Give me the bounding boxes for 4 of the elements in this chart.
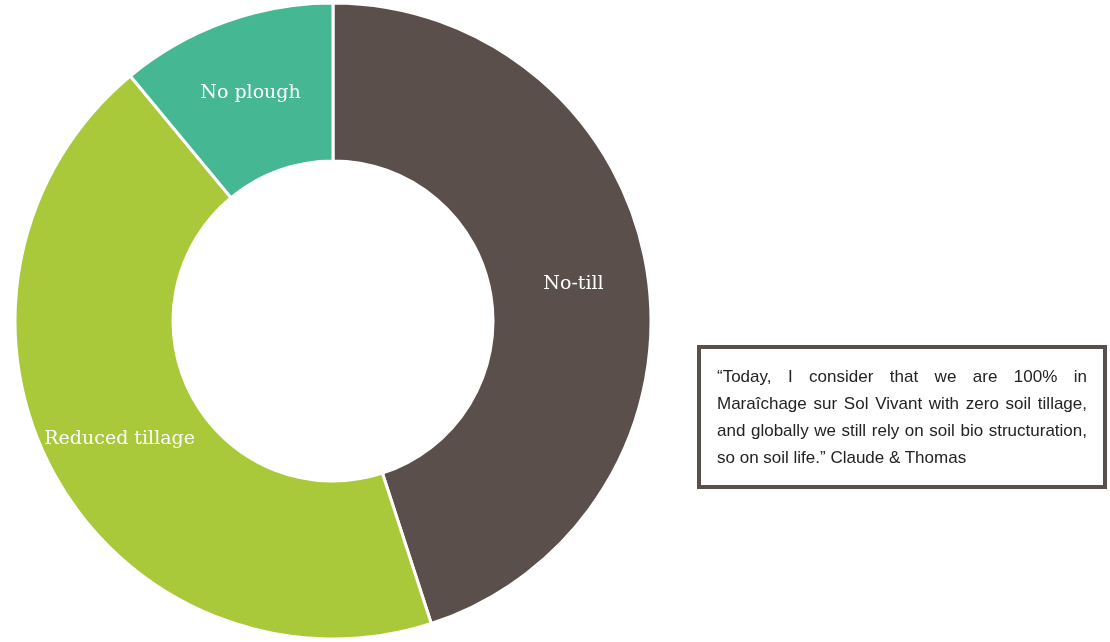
slice-label: Reduced tillage — [44, 426, 195, 449]
slice-label: No plough — [200, 79, 301, 102]
slice-label: No-till — [543, 270, 604, 293]
text: “Today, I consider that we are 100% in Maraîchage sur Sol Vivant with zero soil tillage, and globally we still rely on soil bio structuration, so on soil life.” Claude & Thomas — [717, 366, 1087, 469]
